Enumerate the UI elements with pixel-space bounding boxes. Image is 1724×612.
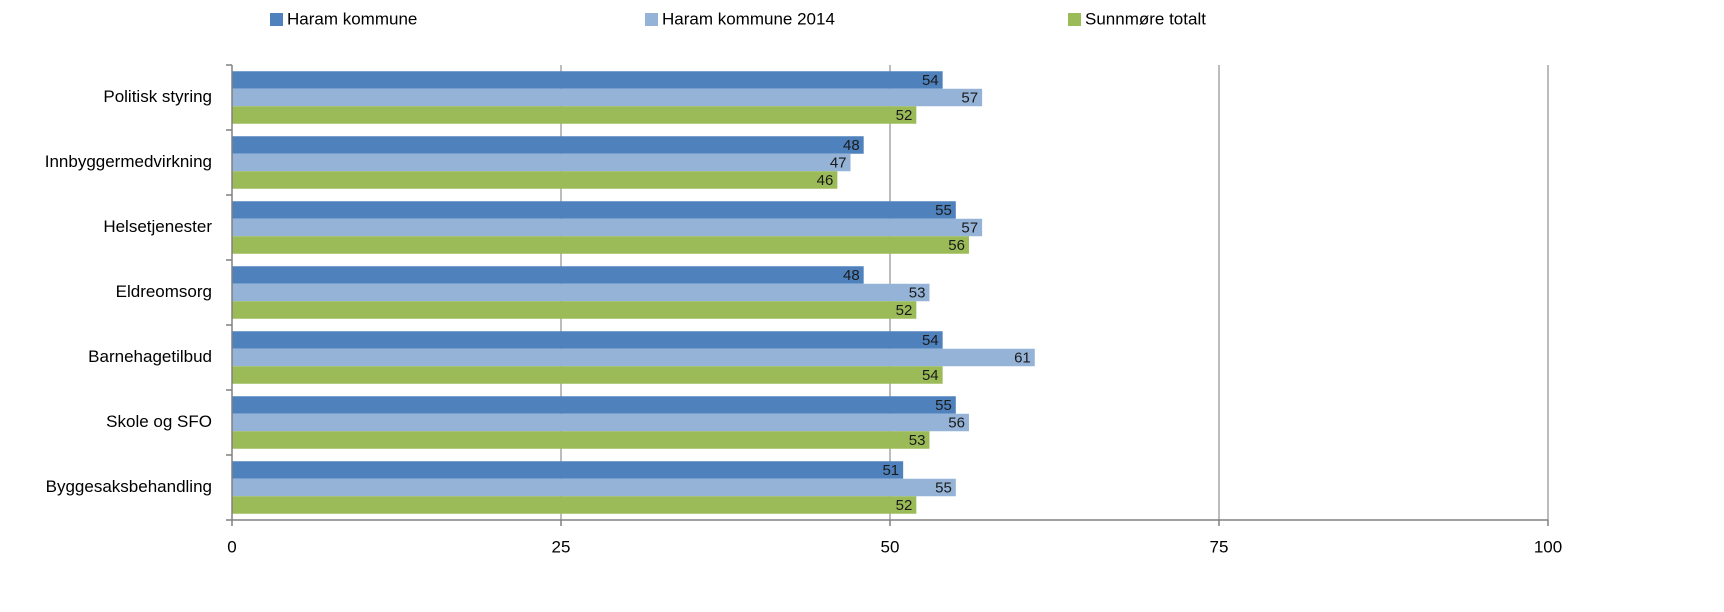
y-tick-label: Politisk styring [103, 87, 212, 106]
value-label: 47 [830, 154, 847, 171]
bar [232, 266, 864, 284]
value-label: 54 [922, 332, 939, 349]
y-tick-label: Byggesaksbehandling [46, 477, 212, 496]
value-label: 54 [922, 367, 939, 384]
bar [232, 136, 864, 154]
value-label: 57 [961, 89, 978, 106]
value-label: 54 [922, 72, 939, 89]
value-label: 51 [882, 462, 899, 479]
bar [232, 171, 838, 189]
bar [232, 88, 983, 107]
x-tick-label: 0 [227, 537, 236, 556]
bar [232, 106, 917, 124]
legend-label: Haram kommune 2014 [662, 9, 835, 28]
bar [232, 413, 969, 432]
value-label: 46 [817, 172, 834, 189]
bar [232, 478, 956, 497]
legend-swatch [270, 13, 283, 26]
value-label: 53 [909, 432, 926, 449]
value-label: 55 [935, 202, 952, 219]
value-label: 52 [896, 107, 913, 124]
bar [232, 366, 943, 384]
bar [232, 201, 956, 219]
value-label: 52 [896, 302, 913, 319]
legend-swatch [645, 13, 658, 26]
x-tick-label: 75 [1210, 537, 1229, 556]
value-label: 53 [909, 284, 926, 301]
bar [232, 301, 917, 319]
bar [232, 348, 1035, 367]
value-label: 55 [935, 397, 952, 414]
y-tick-label: Skole og SFO [106, 412, 212, 431]
value-label: 48 [843, 137, 860, 154]
value-label: 61 [1014, 349, 1031, 366]
value-label: 56 [948, 414, 965, 431]
bar [232, 331, 943, 349]
bar [232, 396, 956, 414]
y-tick-label: Innbyggermedvirkning [45, 152, 212, 171]
value-label: 48 [843, 267, 860, 284]
bar [232, 153, 851, 172]
value-label: 55 [935, 479, 952, 496]
x-tick-label: 25 [552, 537, 571, 556]
y-tick-label: Barnehagetilbud [88, 347, 212, 366]
y-tick-label: Eldreomsorg [116, 282, 212, 301]
legend-label: Sunnmøre totalt [1085, 9, 1206, 28]
bar [232, 218, 983, 237]
bar [232, 71, 943, 89]
value-label: 56 [948, 237, 965, 254]
bar [232, 496, 917, 514]
bar [232, 461, 904, 479]
legend-label: Haram kommune [287, 9, 417, 28]
bar [232, 236, 969, 254]
legend-swatch [1068, 13, 1081, 26]
bar [232, 283, 930, 302]
value-label: 52 [896, 497, 913, 514]
y-tick-label: Helsetjenester [103, 217, 212, 236]
x-tick-label: 50 [881, 537, 900, 556]
x-tick-label: 100 [1534, 537, 1562, 556]
bar [232, 431, 930, 449]
value-label: 57 [961, 219, 978, 236]
